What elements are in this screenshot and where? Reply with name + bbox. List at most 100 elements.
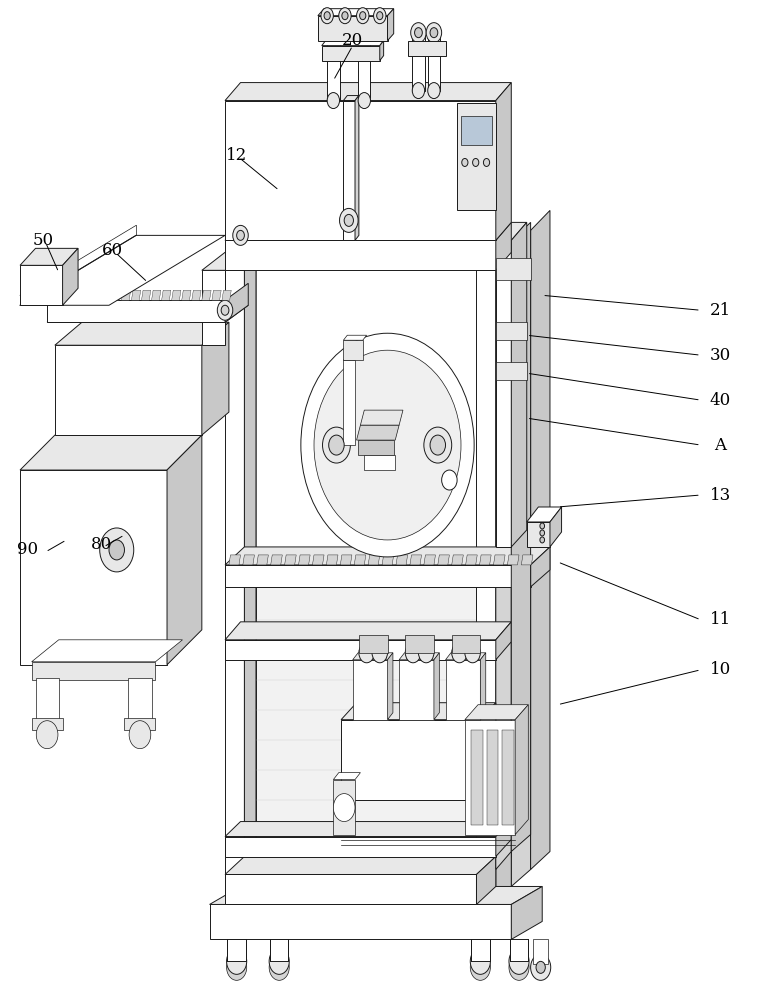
Polygon shape xyxy=(167,435,202,665)
Polygon shape xyxy=(388,9,394,41)
Circle shape xyxy=(540,537,545,543)
Polygon shape xyxy=(512,230,531,886)
Polygon shape xyxy=(496,322,527,340)
Polygon shape xyxy=(494,555,505,565)
Polygon shape xyxy=(152,290,161,300)
Circle shape xyxy=(333,794,355,822)
Polygon shape xyxy=(227,939,246,961)
Polygon shape xyxy=(496,240,512,869)
Polygon shape xyxy=(327,31,339,101)
Circle shape xyxy=(358,93,370,109)
Text: 13: 13 xyxy=(710,487,731,504)
Polygon shape xyxy=(343,335,367,340)
Polygon shape xyxy=(359,635,388,653)
Polygon shape xyxy=(343,96,359,101)
Polygon shape xyxy=(480,555,491,565)
Polygon shape xyxy=(20,265,63,305)
Polygon shape xyxy=(512,886,542,939)
Circle shape xyxy=(428,83,440,99)
Circle shape xyxy=(374,8,386,24)
Polygon shape xyxy=(225,270,244,904)
Circle shape xyxy=(442,470,457,490)
Circle shape xyxy=(322,427,350,463)
Polygon shape xyxy=(191,290,201,300)
Polygon shape xyxy=(382,555,394,565)
Polygon shape xyxy=(125,718,156,730)
Circle shape xyxy=(418,643,434,663)
Polygon shape xyxy=(343,350,363,360)
Polygon shape xyxy=(496,822,512,857)
Text: 60: 60 xyxy=(102,242,123,259)
Circle shape xyxy=(339,208,358,232)
Circle shape xyxy=(426,23,442,43)
Polygon shape xyxy=(496,222,527,240)
Polygon shape xyxy=(142,290,151,300)
Polygon shape xyxy=(434,653,439,720)
Circle shape xyxy=(339,8,351,24)
Polygon shape xyxy=(244,252,256,904)
Circle shape xyxy=(531,954,551,980)
Circle shape xyxy=(321,8,333,24)
Polygon shape xyxy=(533,939,549,964)
Polygon shape xyxy=(527,507,562,522)
Polygon shape xyxy=(465,705,529,720)
Polygon shape xyxy=(20,435,202,470)
Polygon shape xyxy=(222,290,231,300)
Polygon shape xyxy=(343,101,355,240)
Polygon shape xyxy=(244,252,256,894)
Circle shape xyxy=(430,435,446,455)
Circle shape xyxy=(269,948,289,974)
Polygon shape xyxy=(225,640,496,660)
Circle shape xyxy=(342,12,348,20)
Polygon shape xyxy=(343,340,363,360)
Text: 21: 21 xyxy=(710,302,731,319)
Circle shape xyxy=(217,300,232,320)
Circle shape xyxy=(536,961,546,973)
Polygon shape xyxy=(55,345,202,435)
Polygon shape xyxy=(318,9,394,16)
Polygon shape xyxy=(225,857,496,874)
Text: A: A xyxy=(714,437,726,454)
Circle shape xyxy=(430,28,438,38)
Polygon shape xyxy=(225,622,512,640)
Polygon shape xyxy=(202,270,225,345)
Polygon shape xyxy=(508,555,519,565)
Polygon shape xyxy=(333,773,360,780)
Polygon shape xyxy=(212,290,221,300)
Polygon shape xyxy=(102,290,111,300)
Polygon shape xyxy=(452,635,480,653)
Polygon shape xyxy=(531,547,550,587)
Polygon shape xyxy=(522,555,533,565)
Polygon shape xyxy=(380,41,384,61)
Polygon shape xyxy=(466,555,477,565)
Polygon shape xyxy=(512,222,531,852)
Polygon shape xyxy=(408,41,446,56)
Polygon shape xyxy=(91,290,101,300)
Polygon shape xyxy=(225,822,512,837)
Polygon shape xyxy=(225,222,512,240)
Polygon shape xyxy=(496,622,512,660)
Circle shape xyxy=(226,948,246,974)
Polygon shape xyxy=(471,939,490,961)
Polygon shape xyxy=(399,653,439,660)
Polygon shape xyxy=(515,705,529,835)
Circle shape xyxy=(411,23,426,43)
Polygon shape xyxy=(465,720,515,835)
Polygon shape xyxy=(388,653,393,720)
Polygon shape xyxy=(428,33,440,91)
Circle shape xyxy=(314,350,461,540)
Polygon shape xyxy=(457,103,496,210)
Polygon shape xyxy=(55,322,229,345)
Polygon shape xyxy=(225,874,477,904)
Polygon shape xyxy=(399,660,434,720)
Circle shape xyxy=(465,643,480,663)
Polygon shape xyxy=(487,730,498,825)
Polygon shape xyxy=(47,300,225,322)
Polygon shape xyxy=(343,360,355,445)
Circle shape xyxy=(470,948,491,974)
Polygon shape xyxy=(531,210,550,869)
Polygon shape xyxy=(225,565,531,587)
Polygon shape xyxy=(502,730,514,825)
Polygon shape xyxy=(202,252,248,270)
Circle shape xyxy=(269,954,289,980)
